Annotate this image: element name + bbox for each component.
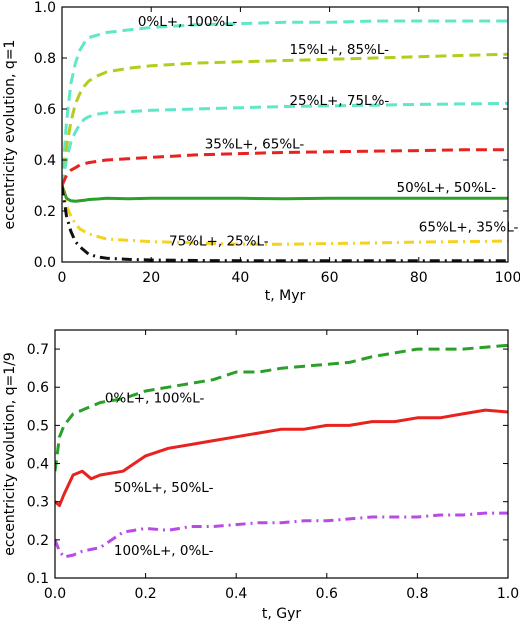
bottom-x-tick-label-1: 0.2 xyxy=(134,586,156,602)
top-x-tick-label-5: 100 xyxy=(495,270,520,286)
top-annotation-4: 50%L+, 50%L- xyxy=(397,180,497,196)
bottom-y-axis-label: eccentricity evolution, q=1/9 xyxy=(2,352,18,556)
top-annotation-0: 0%L+, 100%L- xyxy=(138,14,238,30)
top-y-tick-label-5: 1.0 xyxy=(34,0,56,16)
top-y-tick-label-3: 0.6 xyxy=(34,102,56,118)
bottom-series-line-1 xyxy=(55,408,508,507)
bottom-y-tick-label-2: 0.3 xyxy=(27,495,49,511)
top-y-axis-label: eccentricity evolution, q=1 xyxy=(2,40,18,230)
bottom-series-line-2 xyxy=(55,511,508,559)
bottom-x-tick-label-0: 0.0 xyxy=(44,586,66,602)
bottom-y-tick-label-4: 0.5 xyxy=(27,418,49,434)
top-y-tick-label-2: 0.4 xyxy=(34,153,56,169)
top-series-line-0 xyxy=(62,19,508,186)
bottom-annotation-2: 100%L+, 0%L- xyxy=(114,543,214,559)
top-annotation-6: 75%L+, 25%L- xyxy=(169,233,269,249)
bottom-axes-frame xyxy=(54,329,509,579)
top-y-tick-label-4: 0.8 xyxy=(34,51,56,67)
bottom-x-axis-label: t, Gyr xyxy=(262,606,302,622)
bottom-panel: 0.0 0.2 0.4 0.6 0.8 1.00.10.20.30.40.50.60.7 … xyxy=(2,329,519,622)
bottom-x-tick-label-2: 0.4 xyxy=(225,586,247,602)
bottom-ticks: 0.0 0.2 0.4 0.6 0.8 1.0 0.1 0.2 0.3 0.4 0.5 0.6 0.7 xyxy=(27,330,519,602)
bottom-x-tick-label-3: 0.6 xyxy=(316,586,338,602)
top-annotation-5: 65%L+, 35%L- xyxy=(419,219,519,235)
top-x-tick-label-1: 20 xyxy=(142,270,160,286)
top-series-line-6 xyxy=(62,185,508,262)
bottom-annotation-0: 0%L+, 100%L- xyxy=(105,390,205,406)
top-annotation-1: 15%L+, 85%L- xyxy=(289,42,389,58)
bottom-series-line-0 xyxy=(55,343,508,472)
top-x-tick-label-0: 0 xyxy=(58,270,67,286)
top-axes-frame xyxy=(61,6,509,263)
bottom-annotations: 0%L+, 100%L- 50%L+, 50%L- 100%L+, 0%L- xyxy=(105,390,214,559)
top-series-line-3 xyxy=(62,148,508,187)
top-x-tick-label-4: 80 xyxy=(410,270,428,286)
bottom-y-tick-label-0: 0.1 xyxy=(27,571,49,587)
top-ticks: 0 20 40 60 80 100 0.0 0.2 0.4 0.6 0.8 1.0 xyxy=(34,0,520,286)
top-annotation-3: 35%L+, 65%L- xyxy=(205,137,305,153)
top-series-layer xyxy=(62,19,508,262)
top-x-axis-label: t, Myr xyxy=(265,288,306,304)
top-annotations: 0%L+, 100%L- 15%L+, 85%L- 25%L+, 75L%- 35%L… xyxy=(138,14,519,249)
bottom-x-tick-label-5: 1.0 xyxy=(497,586,519,602)
top-x-tick-label-3: 60 xyxy=(321,270,339,286)
bottom-y-tick-label-3: 0.4 xyxy=(27,457,49,473)
bottom-series-layer xyxy=(55,343,508,559)
bottom-y-tick-label-6: 0.7 xyxy=(27,342,49,358)
bottom-y-tick-label-1: 0.2 xyxy=(27,533,49,549)
top-y-tick-label-0: 0.0 xyxy=(34,255,56,271)
top-y-tick-label-1: 0.2 xyxy=(34,204,56,220)
top-series-line-4 xyxy=(62,185,508,203)
bottom-x-tick-label-4: 0.8 xyxy=(406,586,428,602)
top-annotation-2: 25%L+, 75L%- xyxy=(289,93,389,109)
top-series-line-1 xyxy=(62,52,508,186)
bottom-annotation-1: 50%L+, 50%L- xyxy=(114,480,214,496)
top-panel: 0 20 40 60 80 100 0.0 0.2 0.4 0.6 0.8 1.0 0%L+, 100… xyxy=(2,0,520,304)
bottom-y-tick-label-5: 0.6 xyxy=(27,380,49,396)
top-x-tick-label-2: 40 xyxy=(231,270,249,286)
top-series-line-2 xyxy=(62,101,508,186)
